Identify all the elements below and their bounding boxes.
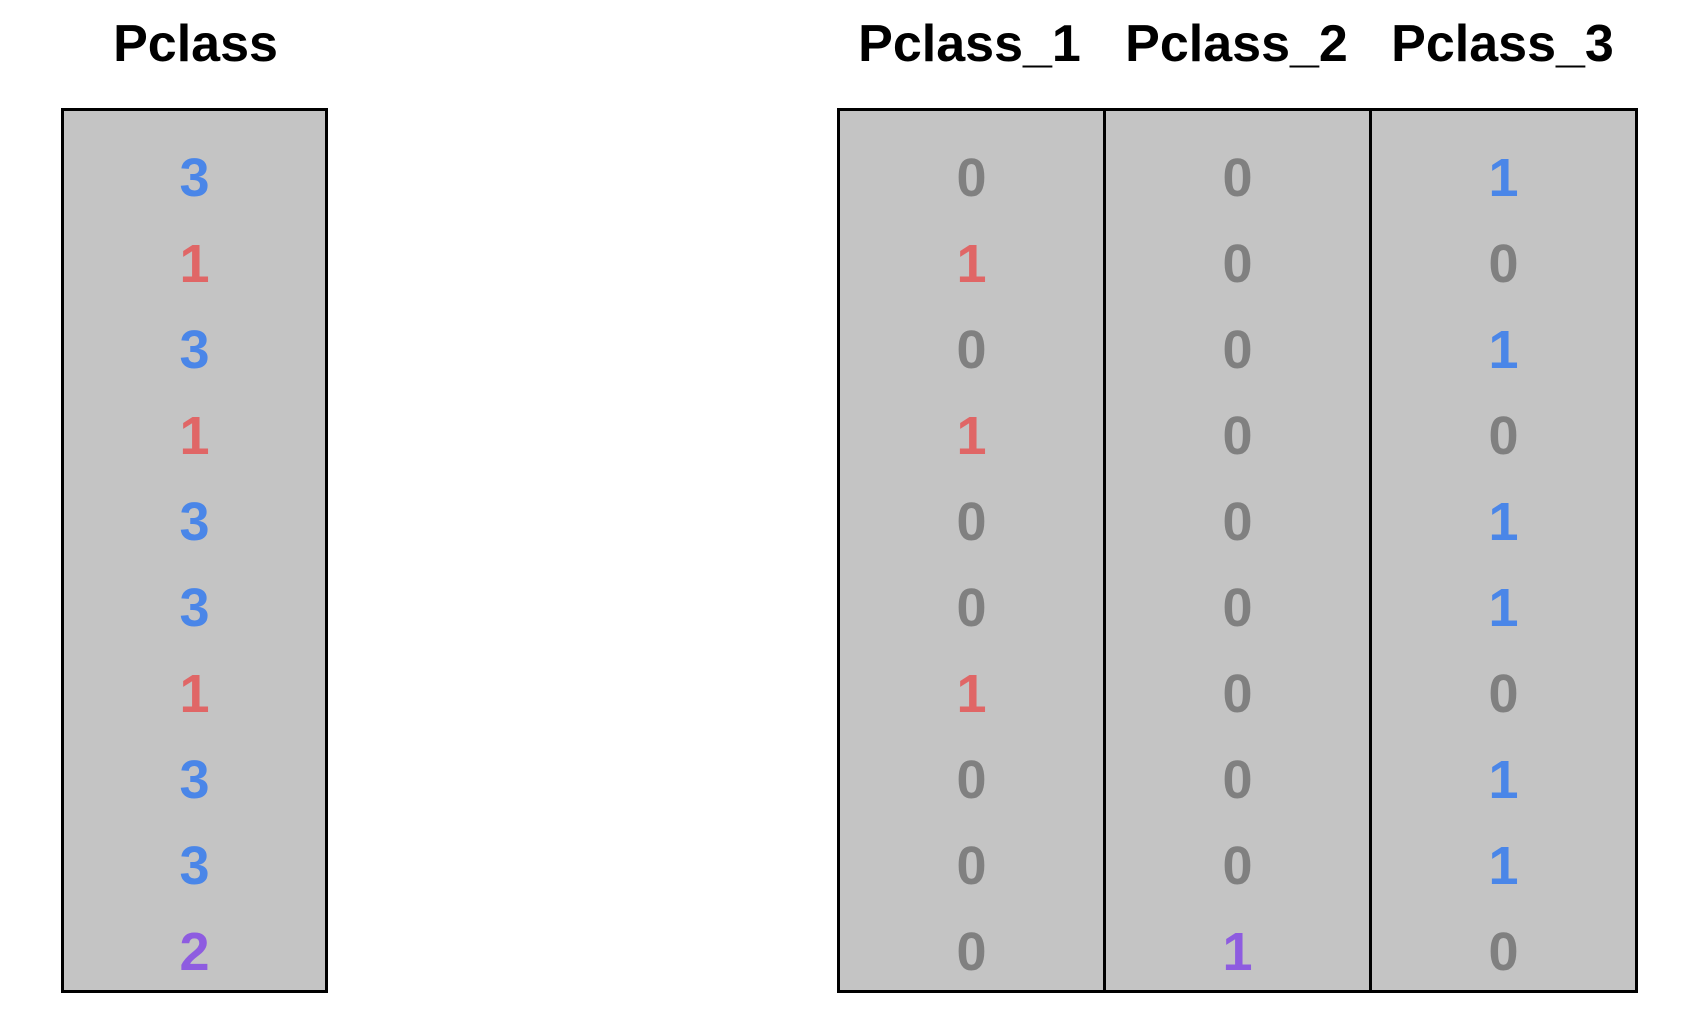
pclass-cell: 2 [179, 922, 210, 982]
pclass-2-header: Pclass_2 [1125, 15, 1348, 73]
pclass-2-cell: 0 [1222, 320, 1253, 380]
pclass-1-cell: 0 [956, 578, 987, 638]
pclass-1-cell: 0 [956, 836, 987, 896]
pclass-2-cell: 0 [1222, 664, 1253, 724]
pclass-3-cell: 1 [1488, 750, 1519, 810]
pclass-cell: 1 [179, 234, 210, 294]
pclass-1-cell: 0 [956, 492, 987, 552]
pclass-cell: 1 [179, 664, 210, 724]
pclass-3-cell: 1 [1488, 492, 1519, 552]
pclass-header: Pclass [113, 15, 278, 73]
pclass-cell: 3 [179, 148, 210, 208]
pclass-cell: 3 [179, 492, 210, 552]
pclass-cell: 3 [179, 578, 210, 638]
pclass-1-cell: 0 [956, 148, 987, 208]
pclass-2-cell: 0 [1222, 750, 1253, 810]
pclass-2-cell: 0 [1222, 578, 1253, 638]
pclass-2-cell: 0 [1222, 492, 1253, 552]
pclass-1-cell: 1 [956, 406, 987, 466]
pclass-3-cell: 1 [1488, 578, 1519, 638]
pclass-2-column: 0 0 0 0 0 0 0 0 0 1 [1103, 108, 1372, 993]
pclass-3-column: 1 0 1 0 1 1 0 1 1 0 [1369, 108, 1638, 993]
pclass-cell: 3 [179, 836, 210, 896]
pclass-3-cell: 0 [1488, 922, 1519, 982]
pclass-cell: 3 [179, 320, 210, 380]
pclass-cell: 3 [179, 750, 210, 810]
pclass-column: 3 1 3 1 3 3 1 3 3 2 [61, 108, 328, 993]
pclass-3-cell: 1 [1488, 148, 1519, 208]
pclass-3-cell: 0 [1488, 664, 1519, 724]
pclass-2-cell: 1 [1222, 922, 1253, 982]
pclass-2-cell: 0 [1222, 836, 1253, 896]
pclass-3-header: Pclass_3 [1391, 15, 1614, 73]
pclass-1-cell: 0 [956, 750, 987, 810]
pclass-2-cell: 0 [1222, 406, 1253, 466]
pclass-3-cell: 0 [1488, 406, 1519, 466]
pclass-1-cell: 0 [956, 922, 987, 982]
pclass-1-cell: 0 [956, 320, 987, 380]
pclass-1-cell: 1 [956, 234, 987, 294]
pclass-2-cell: 0 [1222, 234, 1253, 294]
pclass-3-cell: 1 [1488, 320, 1519, 380]
pclass-2-cell: 0 [1222, 148, 1253, 208]
pclass-1-column: 0 1 0 1 0 0 1 0 0 0 [837, 108, 1106, 993]
pclass-1-cell: 1 [956, 664, 987, 724]
pclass-1-header: Pclass_1 [858, 15, 1081, 73]
pclass-cell: 1 [179, 406, 210, 466]
pclass-3-cell: 1 [1488, 836, 1519, 896]
pclass-3-cell: 0 [1488, 234, 1519, 294]
